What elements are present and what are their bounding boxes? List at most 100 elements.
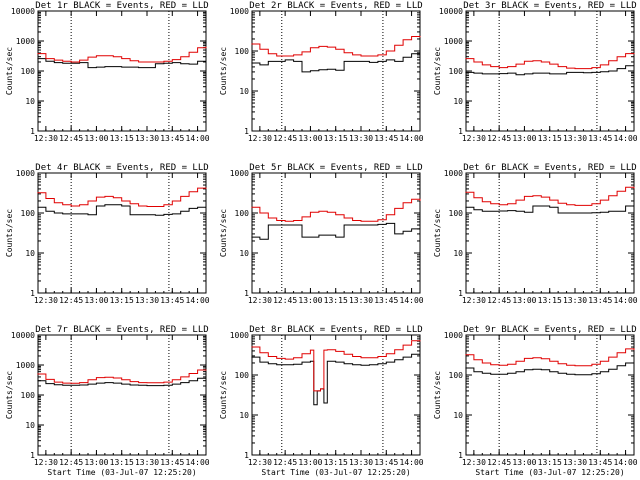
x-tick-label: 13:00 (298, 458, 322, 467)
series-line-events (251, 222, 421, 240)
y-tick-label: 1 (458, 127, 463, 136)
series-line-events (251, 353, 421, 406)
series-line-events (37, 58, 207, 69)
y-tick-label: 100 (21, 67, 36, 76)
y-axis-label: Counts/sec (433, 371, 442, 419)
x-tick-label: 12:45 (59, 296, 83, 305)
y-tick-label: 10 (453, 97, 463, 106)
plot-title: Det 4r BLACK = Events, RED = LLD (35, 163, 208, 173)
y-tick-label: 10 (239, 411, 249, 420)
plot-title: Det 5r BLACK = Events, RED = LLD (249, 163, 422, 173)
plot-title: Det 3r BLACK = Events, RED = LLD (463, 1, 636, 11)
x-tick-label: 13:15 (538, 458, 562, 467)
plot-title: Det 7r BLACK = Events, RED = LLD (35, 325, 208, 335)
plot-title: Det 8r BLACK = Events, RED = LLD (249, 325, 422, 335)
x-tick-label: 12:45 (487, 134, 511, 143)
y-tick-label: 100 (21, 209, 36, 218)
plot-panel-7: Det 7r BLACK = Events, RED = LLD Counts/s… (5, 325, 210, 477)
y-axis-label: Counts/sec (219, 47, 228, 95)
x-tick-label: 14:00 (614, 134, 638, 143)
y-tick-label: 100 (449, 67, 464, 76)
x-tick-label: 14:00 (186, 458, 210, 467)
x-tick-label: 14:00 (186, 134, 210, 143)
y-axis-label: Counts/sec (219, 209, 228, 257)
x-tick-label: 13:45 (588, 458, 612, 467)
x-tick-label: 13:45 (374, 458, 398, 467)
series-line-events (465, 205, 635, 214)
y-tick-label: 1 (458, 451, 463, 460)
plot-panel-8: Det 8r BLACK = Events, RED = LLD Counts/s… (219, 325, 424, 477)
x-tick-label: 12:30 (248, 296, 272, 305)
x-tick-label: 14:00 (614, 296, 638, 305)
y-tick-label: 10 (239, 87, 249, 96)
x-tick-label: 13:00 (84, 296, 108, 305)
series-line-lld (251, 36, 421, 57)
plot-title: Det 2r BLACK = Events, RED = LLD (249, 1, 422, 11)
plot-frame (251, 10, 421, 132)
series-line-lld (465, 186, 635, 206)
y-axis-label: Counts/sec (5, 47, 14, 95)
x-tick-label: 13:30 (135, 134, 159, 143)
y-tick-label: 1 (458, 289, 463, 298)
x-tick-label: 12:30 (34, 134, 58, 143)
x-tick-label: 14:00 (400, 458, 424, 467)
series-line-lld (251, 340, 421, 392)
y-tick-label: 1 (244, 127, 249, 136)
y-tick-label: 1 (244, 289, 249, 298)
y-tick-label: 10 (453, 411, 463, 420)
y-axis-label: Counts/sec (5, 371, 14, 419)
x-tick-label: 12:45 (487, 296, 511, 305)
x-tick-label: 14:00 (614, 458, 638, 467)
series-line-events (251, 53, 421, 73)
series-line-lld (37, 187, 207, 207)
series-line-lld (37, 46, 207, 63)
series-line-events (465, 362, 635, 376)
y-tick-label: 10 (25, 249, 35, 258)
x-tick-label: 12:30 (462, 458, 486, 467)
y-tick-label: 1000 (16, 361, 35, 370)
y-axis-label: Counts/sec (433, 47, 442, 95)
y-tick-label: 1000 (16, 37, 35, 46)
series-line-events (37, 204, 207, 216)
y-tick-label: 10000 (11, 7, 35, 16)
x-axis-label: Start Time (03-Jul-07 12:25:20) (475, 468, 624, 477)
x-tick-label: 13:15 (324, 296, 348, 305)
y-tick-label: 1 (30, 289, 35, 298)
plot-frame (37, 10, 207, 132)
x-tick-label: 13:30 (563, 458, 587, 467)
y-tick-label: 1000 (230, 331, 249, 340)
series-line-lld (465, 53, 635, 70)
x-tick-label: 13:30 (135, 296, 159, 305)
series-line-lld (465, 348, 635, 367)
plot-panel-6: Det 6r BLACK = Events, RED = LLD Counts/s… (433, 163, 638, 305)
series-line-lld (37, 369, 207, 384)
y-tick-label: 1000 (444, 169, 463, 178)
plot-title: Det 9r BLACK = Events, RED = LLD (463, 325, 636, 335)
x-tick-label: 12:45 (487, 458, 511, 467)
x-tick-label: 13:30 (135, 458, 159, 467)
y-tick-label: 10000 (11, 331, 35, 340)
x-tick-label: 14:00 (186, 296, 210, 305)
x-tick-label: 12:30 (248, 458, 272, 467)
y-tick-label: 10 (25, 421, 35, 430)
x-tick-label: 13:15 (110, 134, 134, 143)
x-tick-label: 14:00 (400, 296, 424, 305)
x-tick-label: 12:30 (462, 134, 486, 143)
y-tick-label: 1000 (444, 331, 463, 340)
y-axis-label: Counts/sec (5, 209, 14, 257)
x-tick-label: 13:30 (349, 134, 373, 143)
y-tick-label: 100 (235, 209, 250, 218)
y-tick-label: 10 (239, 249, 249, 258)
plot-panel-1: Det 1r BLACK = Events, RED = LLD Counts/s… (5, 1, 210, 143)
x-tick-label: 12:45 (273, 458, 297, 467)
x-tick-label: 13:00 (298, 296, 322, 305)
plot-title: Det 6r BLACK = Events, RED = LLD (463, 163, 636, 173)
series-line-events (37, 377, 207, 387)
x-tick-label: 13:00 (512, 296, 536, 305)
y-tick-label: 10 (25, 97, 35, 106)
y-tick-label: 1000 (444, 37, 463, 46)
x-tick-label: 13:45 (374, 296, 398, 305)
x-tick-label: 13:00 (512, 458, 536, 467)
x-tick-label: 12:30 (34, 458, 58, 467)
